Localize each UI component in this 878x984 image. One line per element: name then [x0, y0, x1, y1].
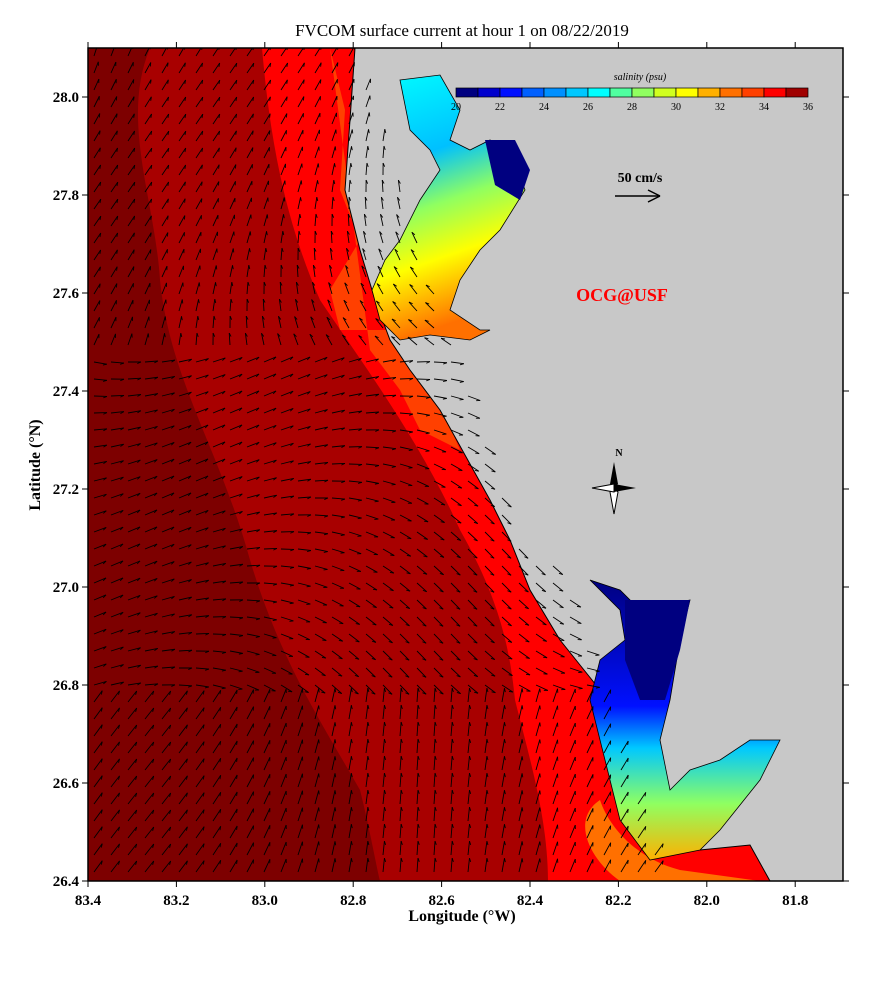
- y-axis-label: Latitude (°N): [27, 419, 44, 510]
- x-tick-label: 83.2: [163, 893, 189, 909]
- credit-label: OCG@USF: [576, 285, 668, 305]
- colorbar-segment: [676, 88, 698, 97]
- colorbar-tick-label: 36: [803, 102, 813, 113]
- colorbar-segment: [610, 88, 632, 97]
- colorbar-tick-label: 28: [627, 102, 637, 113]
- figure-title: FVCOM surface current at hour 1 on 08/22…: [295, 21, 629, 40]
- x-tick-label: 81.8: [782, 893, 808, 909]
- y-tick-label: 27.2: [53, 482, 79, 498]
- colorbar-segment: [742, 88, 764, 97]
- colorbar-segment: [566, 88, 588, 97]
- colorbar-segment: [478, 88, 500, 97]
- colorbar-tick-label: 32: [715, 102, 725, 113]
- colorbar-segment: [654, 88, 676, 97]
- y-tick-label: 26.6: [53, 776, 80, 792]
- colorbar-segment: [632, 88, 654, 97]
- colorbar-label: salinity (psu): [614, 72, 667, 83]
- x-tick-label: 83.4: [75, 893, 102, 909]
- colorbar-tick-label: 30: [671, 102, 681, 113]
- x-tick-label: 82.6: [428, 893, 455, 909]
- x-tick-label: 82.8: [340, 893, 366, 909]
- colorbar-segment: [456, 88, 478, 97]
- colorbar-segment: [786, 88, 808, 97]
- colorbar-segment: [522, 88, 544, 97]
- y-tick-label: 27.0: [53, 580, 79, 596]
- colorbar-segment: [544, 88, 566, 97]
- x-tick-label: 83.0: [252, 893, 278, 909]
- colorbar-tick-label: 26: [583, 102, 593, 113]
- y-tick-label: 26.4: [53, 874, 80, 890]
- colorbar-segment: [588, 88, 610, 97]
- colorbar-segment: [500, 88, 522, 97]
- colorbar-segment: [764, 88, 786, 97]
- colorbar-tick-label: 34: [759, 102, 769, 113]
- colorbar-tick-label: 20: [451, 102, 461, 113]
- y-tick-label: 27.4: [53, 384, 80, 400]
- scale-arrow-label: 50 cm/s: [618, 171, 663, 186]
- y-tick-label: 27.8: [53, 188, 79, 204]
- y-tick-label: 27.6: [53, 286, 80, 302]
- north-label: N: [615, 448, 623, 459]
- colorbar-tick-label: 22: [495, 102, 505, 113]
- x-tick-label: 82.2: [605, 893, 631, 909]
- colorbar-segment: [698, 88, 720, 97]
- y-tick-label: 28.0: [53, 90, 79, 106]
- colorbar-segment: [720, 88, 742, 97]
- x-tick-label: 82.4: [517, 893, 544, 909]
- x-tick-label: 82.0: [694, 893, 720, 909]
- x-axis-label: Longitude (°W): [408, 908, 515, 925]
- colorbar-tick-label: 24: [539, 102, 549, 113]
- y-tick-label: 26.8: [53, 678, 79, 694]
